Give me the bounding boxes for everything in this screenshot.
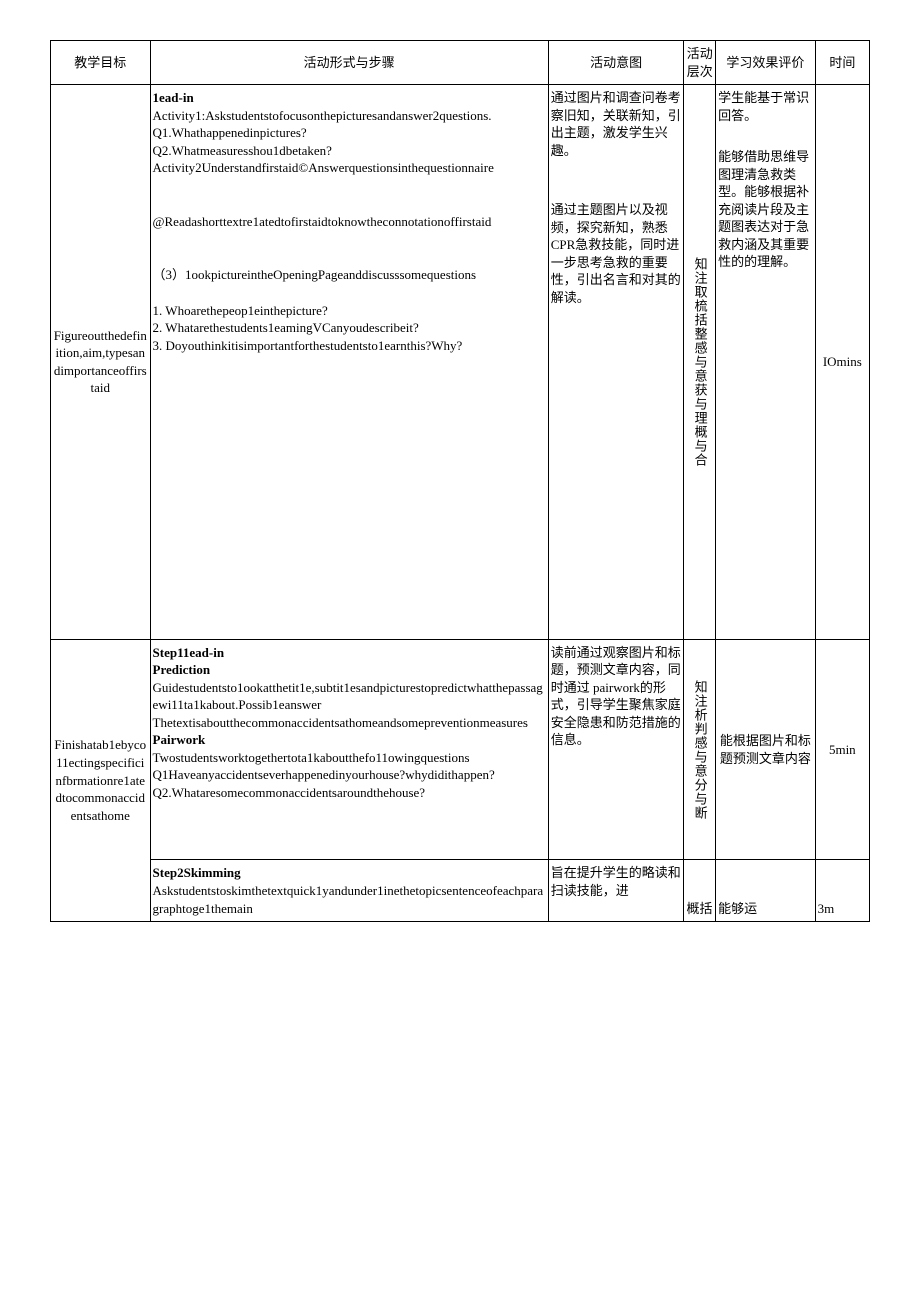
table-row: Step2Skimming Askstudentstoskimthetextqu… [51, 860, 870, 922]
level-text: 知注取梳括整感与意获与理概与合 [691, 257, 709, 467]
cell-level: 知注取梳括整感与意获与理概与合 [684, 85, 716, 639]
step-line: Activity1:Askstudentstofocusonthepicture… [153, 107, 546, 125]
step-line: 3. Doyouthinkitisimportantforthestudents… [153, 337, 546, 355]
header-eval: 学习效果评价 [716, 41, 816, 85]
cell-time: IOmins [815, 85, 869, 639]
header-goal: 教学目标 [51, 41, 151, 85]
step-line: Q1.Whathappenedinpictures? [153, 124, 546, 142]
step-line: Q2.Whataresomecommonaccidentsaroundtheho… [153, 784, 546, 802]
step-line: Q2.Whatmeasuresshou1dbetaken? [153, 142, 546, 160]
step-line: 1. Whoarethepeop1einthepicture? [153, 302, 546, 320]
table-header-row: 教学目标 活动形式与步骤 活动意图 活动层次 学习效果评价 时间 [51, 41, 870, 85]
step-heading: Pairwork [153, 731, 546, 749]
header-intent: 活动意图 [548, 41, 684, 85]
cell-eval: 能够运 [716, 860, 816, 922]
header-time: 时间 [815, 41, 869, 85]
cell-level: 概括 [684, 860, 716, 922]
step-line: @Readashorttextre1atedtofirstaidtoknowth… [153, 213, 546, 231]
step-line: （3）1ookpictureintheOpeningPageanddiscuss… [153, 266, 546, 284]
header-level: 活动层次 [684, 41, 716, 85]
header-steps: 活动形式与步骤 [150, 41, 548, 85]
cell-intent: 旨在提升学生的略读和扫读技能，进 [548, 860, 684, 922]
step-heading: Step2Skimming [153, 864, 546, 882]
step-line: Askstudentstoskimthetextquick1yandunder1… [153, 882, 546, 917]
step-line: Guidestudentsto1ookatthetit1e,subtit1esa… [153, 679, 546, 714]
cell-goal: Finishatab1ebyco11ectingspecificinfbrmat… [51, 639, 151, 922]
step-line: 2. Whatarethestudents1eamingVCanyoudescr… [153, 319, 546, 337]
cell-time: 3m [815, 860, 869, 922]
cell-steps: Step11ead-in Prediction Guidestudentsto1… [150, 639, 548, 860]
table-row: Finishatab1ebyco11ectingspecificinfbrmat… [51, 639, 870, 860]
step-line: Q1Haveanyaccidentseverhappenedinyourhous… [153, 766, 546, 784]
intent-para: 通过图片和调查问卷考察旧知，关联新知，引出主题，激发学生兴趣。 [551, 89, 682, 159]
table-row: Figureoutthedefinition,aim,typesandimpor… [51, 85, 870, 639]
step-heading: 1ead-in [153, 89, 546, 107]
eval-para: 学生能基于常识回答。 [718, 89, 813, 124]
cell-time: 5min [815, 639, 869, 860]
step-line: Activity2Understandfirstaid©Answerquesti… [153, 159, 546, 177]
step-heading: Prediction [153, 661, 546, 679]
cell-intent: 读前通过观察图片和标题，预测文章内容，同时通过 pairwork的形式，引导学生… [548, 639, 684, 860]
cell-intent: 通过图片和调查问卷考察旧知，关联新知，引出主题，激发学生兴趣。 通过主题图片以及… [548, 85, 684, 639]
step-heading: Step11ead-in [153, 644, 546, 662]
step-line: Twostudentsworktogethertota1kaboutthefo1… [153, 749, 546, 767]
cell-steps: Step2Skimming Askstudentstoskimthetextqu… [150, 860, 548, 922]
level-text: 知注析判感与意分与断 [691, 680, 709, 820]
eval-para: 能够借助思维导图理清急救类型。能够根据补充阅读片段及主题图表达对于急救内涵及其重… [718, 148, 813, 271]
cell-eval: 学生能基于常识回答。 能够借助思维导图理清急救类型。能够根据补充阅读片段及主题图… [716, 85, 816, 639]
cell-eval: 能根据图片和标题预测文章内容 [716, 639, 816, 860]
lesson-plan-table: 教学目标 活动形式与步骤 活动意图 活动层次 学习效果评价 时间 Figureo… [50, 40, 870, 922]
cell-steps: 1ead-in Activity1:Askstudentstofocusonth… [150, 85, 548, 639]
cell-level: 知注析判感与意分与断 [684, 639, 716, 860]
intent-para: 通过主题图片以及视频，探究新知，熟悉 CPR急救技能，同时进一步思考急救的重要性… [551, 201, 682, 306]
step-line: Thetextisaboutthecommonaccidentsathomean… [153, 714, 546, 732]
cell-goal: Figureoutthedefinition,aim,typesandimpor… [51, 85, 151, 639]
